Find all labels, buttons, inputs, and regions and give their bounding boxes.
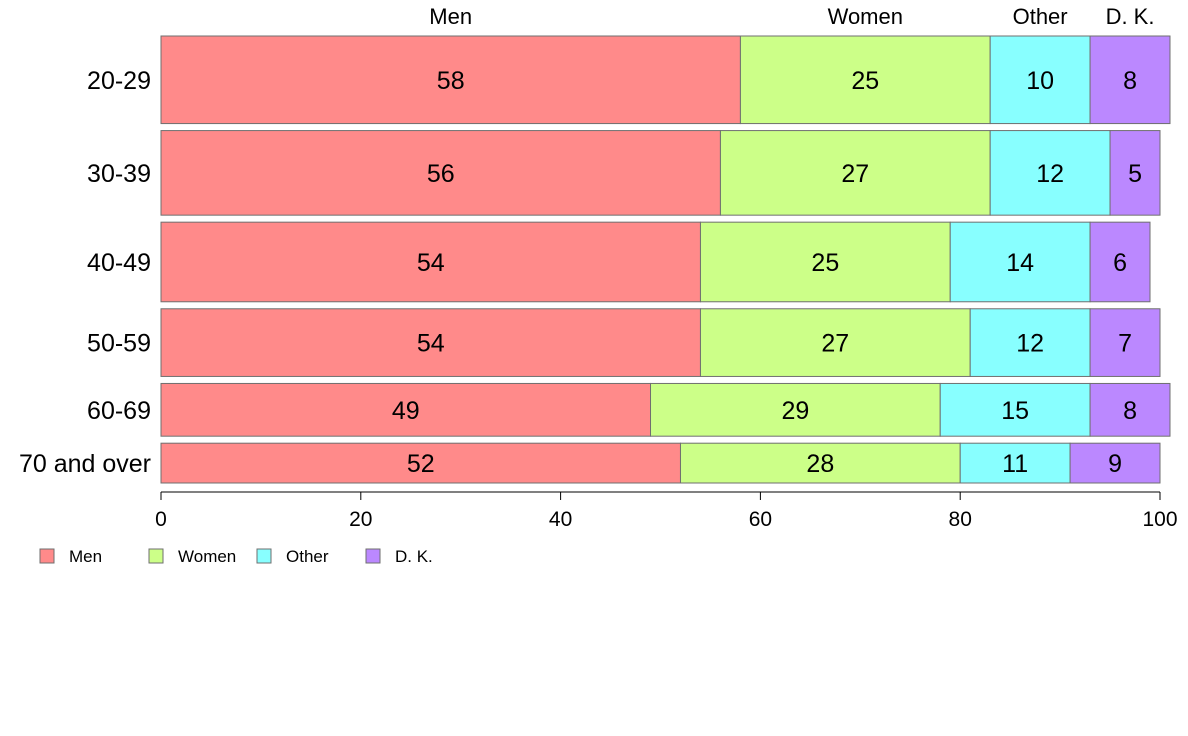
bar-segment xyxy=(1089,221,1151,303)
legend-label: Women xyxy=(178,547,236,566)
bar-value-label: 27 xyxy=(841,160,869,188)
y-tick-label: 50-59 xyxy=(87,330,151,358)
bar-value-label: 58 xyxy=(437,67,465,95)
legend-item: Men xyxy=(39,547,102,566)
y-tick-label: 40-49 xyxy=(87,249,151,277)
y-tick-label: 30-39 xyxy=(87,160,151,188)
bar-value-label: 8 xyxy=(1123,67,1137,95)
bar-value-label: 12 xyxy=(1036,160,1064,188)
bar-row-60-69: 49 29 15 8 xyxy=(160,382,1171,437)
bar-value-label: 56 xyxy=(427,160,455,188)
legend-item: Women xyxy=(148,547,236,566)
bar-segment xyxy=(719,130,991,216)
bar-segment xyxy=(989,35,1091,125)
column-header-label: D. K. xyxy=(1106,4,1155,29)
bar-value-label: 25 xyxy=(851,67,879,95)
bar-segment xyxy=(1089,382,1171,437)
bar-row-40-49: 54 25 14 6 xyxy=(160,221,1151,303)
bar-segment xyxy=(160,130,721,216)
bar-value-label: 6 xyxy=(1113,249,1127,277)
bar-row-50-59: 54 27 12 7 xyxy=(160,308,1161,377)
x-tick-label: 80 xyxy=(949,508,972,531)
x-tick-label: 40 xyxy=(549,508,572,531)
bars-group: 58 25 10 8 56 27 12 5 54 25 14 6 54 27 12 7 49 29 15 8 52 28 1… xyxy=(160,35,1171,484)
bar-value-label: 11 xyxy=(1002,450,1028,478)
bar-row-20-29: 58 25 10 8 xyxy=(160,35,1171,125)
legend: Men Women Other D. K. xyxy=(39,547,433,566)
legend-swatch xyxy=(39,548,55,564)
bar-segment xyxy=(939,382,1091,437)
bar-segment xyxy=(1109,130,1161,216)
bar-value-label: 5 xyxy=(1128,160,1142,188)
bar-segment xyxy=(160,382,652,437)
bar-segment xyxy=(650,382,941,437)
bar-value-label: 14 xyxy=(1006,249,1034,277)
bar-segment xyxy=(969,308,1091,377)
bar-value-label: 9 xyxy=(1108,450,1122,478)
y-tick-label: 20-29 xyxy=(87,67,151,95)
bar-value-label: 27 xyxy=(821,330,849,358)
bar-segment xyxy=(160,442,681,484)
x-tick-label: 20 xyxy=(349,508,372,531)
column-header-label: Men xyxy=(429,4,472,29)
bar-value-label: 54 xyxy=(417,330,445,358)
y-axis-labels: 20-29 30-39 40-49 50-59 60-69 70 and over xyxy=(19,67,151,478)
legend-label: Other xyxy=(286,547,329,566)
bar-value-label: 49 xyxy=(392,397,420,425)
bar-segment xyxy=(679,442,961,484)
column-header-label: Other xyxy=(1013,4,1068,29)
bar-segment xyxy=(699,308,971,377)
x-tick-label: 100 xyxy=(1142,508,1177,531)
bar-segment xyxy=(1089,308,1161,377)
column-header-label: Women xyxy=(828,4,903,29)
legend-item: Other xyxy=(256,547,329,566)
bar-row-70-and-over: 52 28 11 9 xyxy=(160,442,1161,484)
bar-value-label: 12 xyxy=(1016,330,1044,358)
bar-value-label: 28 xyxy=(806,450,834,478)
legend-swatch xyxy=(256,548,272,564)
column-header-labels: Men Women Other D. K. xyxy=(429,4,1154,29)
bar-segment xyxy=(959,442,1071,484)
y-tick-label: 60-69 xyxy=(87,397,151,425)
legend-item: D. K. xyxy=(365,547,433,566)
bar-segment xyxy=(160,35,741,125)
bar-row-30-39: 56 27 12 5 xyxy=(160,130,1161,216)
bar-segment xyxy=(160,308,701,377)
y-tick-label: 70 and over xyxy=(19,450,151,478)
bar-value-label: 10 xyxy=(1026,67,1054,95)
bar-segment xyxy=(739,35,991,125)
bar-segment xyxy=(1069,442,1161,484)
legend-swatch xyxy=(365,548,381,564)
x-tick-label: 0 xyxy=(155,508,167,531)
bar-value-label: 54 xyxy=(417,249,445,277)
legend-label: D. K. xyxy=(395,547,433,566)
bar-value-label: 29 xyxy=(781,397,809,425)
bar-segment xyxy=(699,221,951,303)
x-tick-label: 60 xyxy=(749,508,772,531)
bar-value-label: 15 xyxy=(1001,397,1029,425)
bar-segment xyxy=(1089,35,1171,125)
bar-value-label: 8 xyxy=(1123,397,1137,425)
bar-value-label: 7 xyxy=(1118,330,1132,358)
bar-segment xyxy=(989,130,1111,216)
bar-value-label: 25 xyxy=(811,249,839,277)
x-axis: 0 20 40 60 80 100 xyxy=(155,491,1178,531)
legend-label: Men xyxy=(69,547,102,566)
legend-swatch xyxy=(148,548,164,564)
bar-segment xyxy=(160,221,701,303)
bar-value-label: 52 xyxy=(407,450,435,478)
